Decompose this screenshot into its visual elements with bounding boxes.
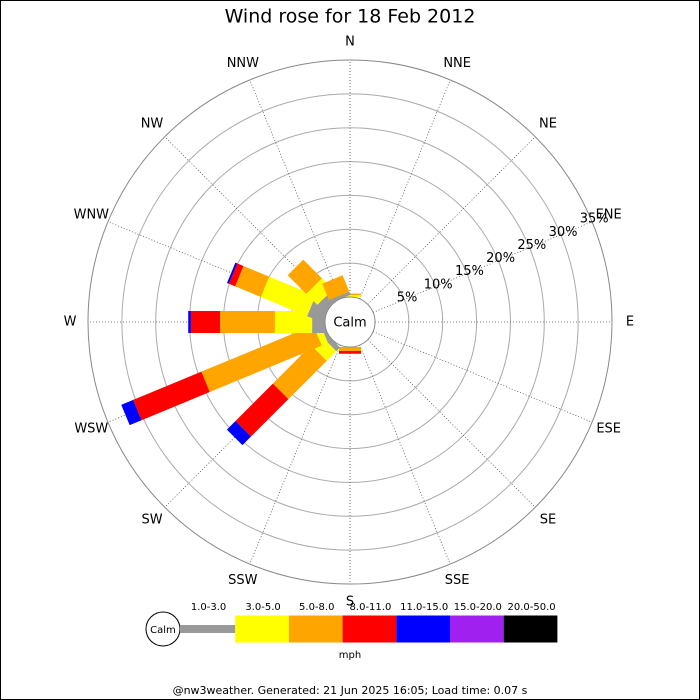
direction-label: NNW — [227, 56, 259, 71]
ring — [87, 59, 613, 585]
direction-label: SSE — [445, 573, 470, 588]
legend-label: 3.0-5.0 — [245, 602, 280, 613]
direction-label: SE — [540, 512, 556, 527]
legend-calm: Calm — [150, 625, 176, 636]
bar-segment — [188, 311, 191, 333]
bar-segment — [328, 291, 351, 304]
bar-segment — [133, 371, 210, 421]
legend-label: 5.0-8.0 — [299, 602, 334, 613]
direction-label: NW — [141, 117, 164, 132]
footer: @nw3weather. Generated: 21 Jun 2025 16:0… — [173, 684, 528, 697]
direction-label: N — [345, 35, 355, 50]
bar-segment — [260, 276, 316, 317]
center-label: Calm — [333, 316, 366, 331]
chart-title: Wind rose for 18 Feb 2012 — [225, 6, 476, 28]
bar-segment — [272, 345, 327, 400]
legend-label: 1.0-3.0 — [191, 602, 226, 613]
calm-circle — [324, 296, 376, 348]
ring — [121, 93, 579, 551]
bar-segment — [274, 311, 313, 333]
bar-segment — [339, 347, 361, 352]
bar-segment — [201, 325, 322, 392]
legend-swatch — [342, 615, 397, 643]
ring-label: 5% — [397, 290, 418, 305]
direction-label: S — [346, 595, 354, 610]
direction-label: ENE — [596, 207, 622, 222]
direction-label: W — [64, 315, 77, 330]
legend-swatch — [450, 615, 504, 643]
ring-label: 15% — [455, 264, 484, 279]
legend-swatch — [503, 615, 558, 643]
bar-segment — [226, 420, 252, 446]
bar-segment — [121, 399, 142, 426]
spoke — [359, 79, 451, 300]
legend-swatch — [396, 615, 450, 643]
bar-segment — [226, 262, 238, 284]
spoke — [372, 221, 593, 313]
direction-label: SSW — [228, 573, 258, 588]
legend-label: 15.0-20.0 — [454, 602, 502, 613]
spoke — [359, 344, 451, 565]
spoke — [249, 344, 341, 565]
spoke — [367, 136, 536, 305]
bar-segment — [322, 275, 350, 300]
legend-label: 20.0-50.0 — [507, 602, 555, 613]
direction-label: WNW — [74, 207, 110, 222]
direction-label: WSW — [74, 422, 108, 437]
direction-label: NNE — [443, 56, 471, 71]
legend-unit: mph — [339, 650, 361, 661]
bar-segment — [235, 383, 289, 437]
ring-label: 25% — [517, 238, 546, 253]
ring-label: 35% — [580, 212, 609, 227]
bar-segment — [190, 311, 221, 333]
ring-label: 20% — [486, 251, 515, 266]
spoke — [249, 79, 341, 300]
legend-swatch — [235, 615, 289, 643]
bar-segment — [287, 259, 322, 294]
bar-segment — [228, 263, 244, 287]
ring-label: 10% — [424, 277, 453, 292]
legend-label: 11.0-15.0 — [400, 602, 448, 613]
legend-swatch — [180, 625, 236, 633]
direction-label: NE — [539, 117, 557, 132]
direction-label: ESE — [596, 422, 621, 437]
direction-label: SW — [141, 512, 162, 527]
spoke — [367, 339, 536, 508]
direction-label: E — [626, 315, 634, 330]
ring-label: 30% — [549, 225, 578, 240]
ring — [155, 127, 545, 517]
legend-swatch — [288, 615, 343, 643]
legend-label: 8.0-11.0 — [350, 602, 392, 613]
bar-segment — [339, 351, 361, 354]
bar-segment — [235, 265, 270, 297]
bar-segment — [220, 311, 275, 333]
spoke — [372, 331, 593, 423]
